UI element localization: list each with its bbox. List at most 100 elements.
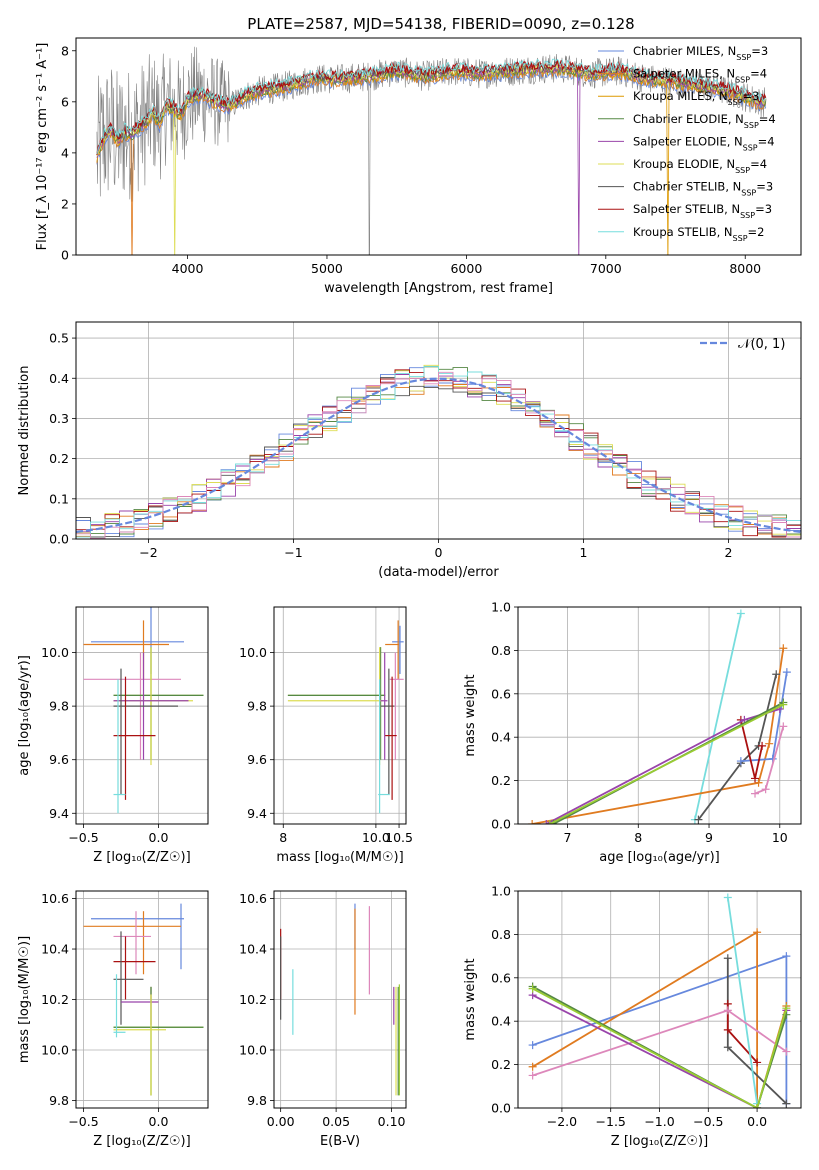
legend-subscript: SSP (735, 166, 750, 175)
legend-entry: Salpeter ELODIE, NSSP=4 (633, 134, 775, 152)
legend: 𝒩(0, 1) (700, 337, 785, 352)
x-tick-label: −0.5 (68, 1114, 98, 1129)
weight-marker (736, 609, 745, 618)
plot-area (83, 903, 204, 1096)
x-axis-label: Z [log₁₀(Z/Z☉)] (93, 850, 190, 865)
axes-frame (75, 37, 802, 256)
x-axis-label: wavelength [Angstrom, rest frame] (324, 281, 553, 296)
x-tick-label: 7 (564, 830, 572, 845)
legend-subscript: SSP (736, 53, 751, 62)
weight-marker (723, 1043, 732, 1052)
weight-marker (779, 644, 788, 653)
y-tick-label: 9.4 (247, 806, 267, 821)
y-tick-label: 0 (61, 248, 69, 263)
chart-weight-vs-age: 7 8 9 10 0.0 0.2 0.4 0.6 0.8 1.0 age [log₁₀(age/yr… (463, 600, 802, 865)
weight-marker (542, 820, 551, 824)
x-tick-label: 10.5 (385, 830, 413, 845)
weight-marker (779, 722, 788, 731)
y-tick-label: 8 (61, 43, 69, 58)
weight-marker (528, 820, 537, 824)
weight-marker (753, 1058, 762, 1067)
x-tick-label: −0.5 (68, 830, 98, 845)
y-tick-label: 10.0 (239, 645, 267, 660)
y-tick-label: 9.8 (49, 699, 69, 714)
weight-marker (782, 1047, 791, 1056)
y-tick-label: 6 (61, 94, 69, 109)
weight-marker (723, 1025, 732, 1034)
weight-marker (723, 893, 732, 902)
weight-marker (782, 1004, 791, 1013)
model-spectrum-3 (96, 65, 767, 156)
x-tick-label: 1 (580, 545, 588, 560)
plot-area (83, 607, 204, 814)
legend-entry: Chabrier ELODIE, NSSP=4 (633, 112, 776, 130)
weight-marker (753, 928, 762, 937)
y-axis-label: Flux [f_λ 10⁻¹⁷ erg cm⁻² s⁻¹ A⁻¹] (35, 43, 50, 251)
axes-frame (273, 606, 407, 825)
weight-marker (758, 741, 767, 750)
plot-area (287, 620, 404, 814)
y-tick-label: 0.6 (491, 686, 511, 701)
weight-line-4 (726, 897, 758, 1104)
x-tick-label: 0.00 (267, 1114, 295, 1129)
x-tick-label: 5000 (311, 261, 343, 276)
x-tick-label: 6000 (450, 261, 482, 276)
legend-entry: Chabrier MILES, NSSP=3 (633, 44, 768, 62)
y-tick-label: 0.5 (49, 331, 69, 346)
legend-entry: Kroupa STELIB, NSSP=2 (633, 225, 764, 243)
legend-subscript: SSP (735, 75, 750, 84)
y-tick-label: 10.6 (239, 891, 267, 906)
x-tick-label: −0.5 (693, 1114, 723, 1129)
legend-entry: Chabrier STELIB, NSSP=3 (633, 180, 773, 198)
x-tick-label: −2 (139, 545, 157, 560)
y-tick-label: 9.6 (49, 752, 69, 767)
y-tick-label: 0.2 (491, 773, 511, 788)
y-tick-label: 1.0 (491, 600, 511, 615)
chart-weight-vs-z: −2.0 −1.5 −1.0 −0.5 0.0 0.0 0.2 0.4 0.6 0.8 1.0 Z [… (463, 884, 802, 1149)
axes-frame (517, 606, 802, 825)
x-tick-label: −1.5 (596, 1114, 626, 1129)
axes-frame (273, 890, 407, 1109)
chart-spectrum: 4000 5000 6000 7000 8000 0 2 4 6 8 wavelength [Ang… (35, 37, 802, 296)
plot-area (528, 609, 791, 824)
y-tick-label: 10.4 (239, 942, 267, 957)
weight-marker (761, 785, 770, 794)
y-tick-label: 0.0 (491, 817, 511, 832)
axes-frame (517, 890, 802, 1109)
weight-line-7 (549, 703, 784, 824)
plot-area (76, 364, 801, 539)
axes-frame (75, 321, 802, 540)
legend-tail: =4 (750, 157, 767, 171)
weight-marker (736, 757, 745, 766)
legend-tail: =3 (755, 202, 772, 216)
x-tick-label: 0.10 (378, 1114, 406, 1129)
histogram-5 (76, 376, 801, 538)
weight-line-8 (532, 987, 788, 1108)
weight-marker (528, 984, 537, 993)
legend-tail: =3 (756, 180, 773, 194)
legend-subscript: SSP (733, 233, 748, 242)
x-tick-label: 0.0 (149, 1114, 169, 1129)
x-tick-label: 0.0 (747, 1114, 767, 1129)
weight-marker (772, 670, 781, 679)
weight-marker (782, 1099, 791, 1108)
x-axis-label: (data-model)/error (378, 565, 499, 580)
legend-entry: Salpeter MILES, NSSP=4 (633, 67, 767, 85)
weight-marker (779, 700, 788, 709)
normal-curve (76, 377, 801, 534)
weight-marker (751, 774, 760, 783)
x-tick-label: 10.0 (362, 830, 390, 845)
plot-area (528, 893, 791, 1108)
weight-line-2 (697, 674, 778, 821)
y-tick-label: 0.2 (49, 451, 69, 466)
y-tick-label: 4 (61, 145, 69, 160)
model-spectrum-7 (96, 59, 767, 155)
weight-marker (545, 820, 554, 824)
weight-line-1 (531, 648, 785, 824)
plot-area (96, 46, 767, 255)
y-tick-label: 0.0 (49, 532, 69, 547)
y-tick-label: 0.4 (491, 730, 511, 745)
x-tick-label: 8 (279, 830, 287, 845)
legend-subscript: SSP (740, 211, 755, 220)
y-tick-label: 0.4 (49, 371, 69, 386)
